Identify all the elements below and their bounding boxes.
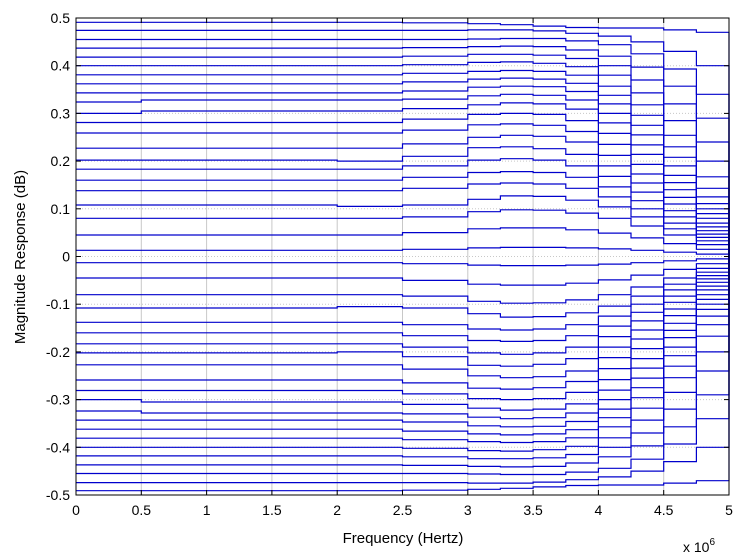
x-multiplier-prefix: x 10 <box>683 539 710 555</box>
y-axis-label: Magnitude Response (dB) <box>12 170 29 344</box>
series-line <box>76 256 730 342</box>
y-tick-label: 0.4 <box>51 58 71 74</box>
series-line <box>76 227 730 257</box>
series-line <box>76 256 730 267</box>
series-line <box>76 246 730 257</box>
series-line <box>76 209 730 257</box>
y-tick-label: -0.2 <box>46 344 70 360</box>
x-tick-label: 3 <box>464 502 472 518</box>
x-tick-label: 3.5 <box>523 502 543 518</box>
x-tick-label: 0 <box>72 502 80 518</box>
x-tick-label: 4.5 <box>654 502 674 518</box>
series-line <box>76 256 730 492</box>
series-line <box>76 256 730 318</box>
series-line <box>76 256 730 428</box>
x-tick-label: 4 <box>595 502 603 518</box>
tick-marks <box>75 17 730 496</box>
y-tick-label: -0.4 <box>46 439 70 455</box>
series-line <box>76 256 730 476</box>
series-line <box>76 37 730 257</box>
series-line <box>76 256 730 355</box>
y-tick-labels: 0.5 0.4 0.3 0.2 0.1 0 -0.1 -0.2 -0.3 -0.4 -0.5 <box>46 10 70 503</box>
x-tick-label: 1.5 <box>262 502 282 518</box>
series-line <box>76 256 730 304</box>
series-line <box>76 256 730 420</box>
x-tick-label: 2 <box>333 502 341 518</box>
series-line <box>76 256 730 379</box>
y-tick-label: 0 <box>62 249 70 265</box>
svg-text:x 106: x 106 <box>683 537 715 555</box>
x-tick-label: 1 <box>203 502 211 518</box>
series-line <box>76 256 730 331</box>
x-axis-label: Frequency (Hertz) <box>343 530 464 547</box>
series-line <box>76 53 730 257</box>
x-tick-label: 2.5 <box>393 502 413 518</box>
series-line <box>76 256 730 390</box>
y-tick-label: 0.5 <box>51 10 71 26</box>
x-multiplier-exponent: 6 <box>709 537 715 548</box>
series-line <box>76 256 730 367</box>
series-line <box>76 256 730 460</box>
y-tick-label: 0.3 <box>51 105 71 121</box>
x-tick-labels: 0 0.5 1 1.5 2 2.5 3 3.5 4 4.5 5 <box>72 502 733 518</box>
y-tick-label: -0.3 <box>46 392 70 408</box>
y-tick-label: -0.5 <box>46 487 70 503</box>
series-line <box>76 256 730 444</box>
x-tick-label: 5 <box>725 502 733 518</box>
series-line <box>76 256 730 468</box>
series-line <box>76 256 730 436</box>
series-line <box>76 256 730 484</box>
y-tick-label: 0.1 <box>51 201 71 217</box>
series-line <box>76 256 730 452</box>
series-lines <box>76 21 730 492</box>
series-line <box>76 21 730 257</box>
x-multiplier: x 106 <box>683 537 715 555</box>
y-tick-label: -0.1 <box>46 296 70 312</box>
series-line <box>76 256 730 411</box>
series-line <box>76 29 730 257</box>
y-tick-label: 0.2 <box>51 153 71 169</box>
series-line <box>76 256 730 286</box>
x-tick-label: 0.5 <box>132 502 152 518</box>
series-line <box>76 256 730 401</box>
